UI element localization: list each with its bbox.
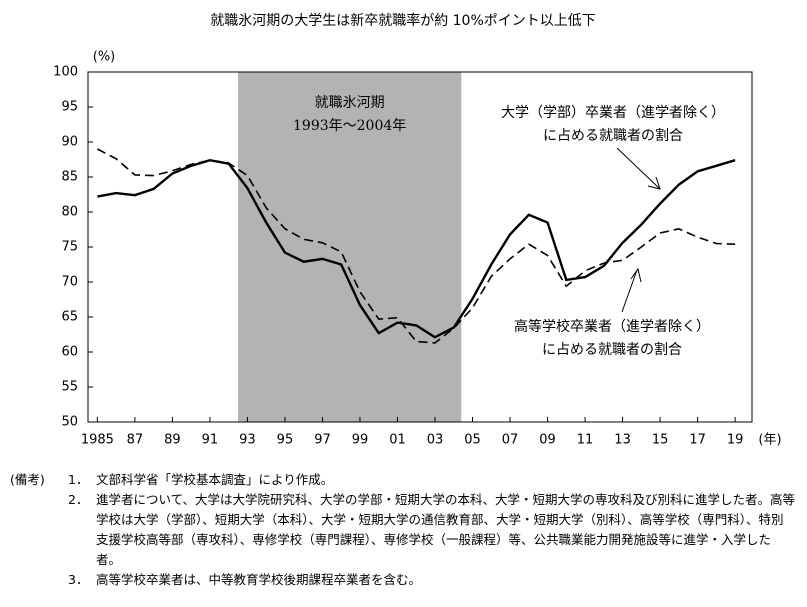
y-tick-label: 60 — [61, 345, 78, 360]
x-tick-label: 05 — [464, 433, 481, 448]
x-tick-label: 17 — [689, 433, 706, 448]
annotation: 大学（学部）卒業者（進学者除く） — [501, 105, 725, 121]
x-tick-label: 03 — [427, 433, 444, 448]
x-tick-label: 1985 — [81, 433, 114, 448]
y-axis-label: (%) — [93, 50, 116, 65]
note-text: 文部科学省「学校基本調査」により作成。 — [96, 472, 334, 487]
y-tick-label: 85 — [61, 170, 78, 185]
y-tick-label: 70 — [61, 275, 78, 290]
x-tick-label: 15 — [652, 433, 669, 448]
y-tick-label: 75 — [61, 240, 78, 255]
x-tick-label: 91 — [202, 433, 219, 448]
y-tick-label: 65 — [61, 310, 78, 325]
x-tick-label: 11 — [577, 433, 594, 448]
y-tick-label: 90 — [61, 135, 78, 150]
y-tick-label: 100 — [53, 65, 78, 80]
note-number: 1． — [68, 472, 89, 487]
annotation: に占める就職者の割合 — [542, 341, 682, 358]
annotation: 高等学校卒業者（進学者除く） — [514, 318, 710, 335]
x-tick-label: 19 — [727, 433, 744, 448]
notes-heading: (備考) — [10, 472, 45, 487]
shade-label: 就職氷河期 — [315, 95, 385, 111]
chart: 就職氷河期の大学生は新卒就職率が約 10%ポイント以上低下 (%) (年) 就職… — [53, 12, 781, 448]
y-tick-label: 80 — [61, 205, 78, 220]
annotation: に占める就職者の割合 — [543, 127, 683, 144]
x-tick-label: 97 — [314, 433, 331, 448]
x-tick-label: 93 — [239, 433, 256, 448]
note-number: 2． — [68, 492, 89, 507]
x-tick-label: 09 — [539, 433, 556, 448]
note-number: 3． — [68, 572, 89, 587]
x-tick-label: 89 — [164, 433, 181, 448]
x-tick-label: 07 — [502, 433, 519, 448]
annotation-arrow — [616, 147, 660, 189]
x-tick-label: 01 — [389, 433, 406, 448]
note-item: 2． 進学者について、大学は大学院研究科、大学の学部・短期大学の本科、大学・短期大… — [0, 490, 807, 570]
x-axis-label: (年) — [758, 433, 781, 448]
annotation-arrow-head — [630, 267, 642, 283]
note-text: 進学者について、大学は大学院研究科、大学の学部・短期大学の本科、大学・短期大学の… — [96, 492, 796, 567]
note-item: 3． 高等学校卒業者は、中等教育学校後期課程卒業者を含む。 — [0, 570, 807, 590]
shade-band — [238, 72, 462, 422]
series-line — [97, 148, 736, 344]
y-tick-label: 95 — [61, 100, 78, 115]
x-tick-label: 99 — [352, 433, 369, 448]
x-tick-label: 87 — [127, 433, 144, 448]
y-tick-label: 55 — [61, 380, 78, 395]
note-item: 1． 文部科学省「学校基本調査」により作成。 — [0, 470, 807, 490]
notes: (備考) 1． 文部科学省「学校基本調査」により作成。 2． 進学者について、大学は大… — [0, 470, 807, 590]
x-tick-label: 13 — [614, 433, 631, 448]
x-tick-label: 95 — [277, 433, 294, 448]
chart-title: 就職氷河期の大学生は新卒就職率が約 10%ポイント以上低下 — [210, 12, 596, 29]
note-text: 高等学校卒業者は、中等教育学校後期課程卒業者を含む。 — [96, 572, 422, 587]
shade-label: 1993年～2004年 — [293, 118, 406, 134]
annotation-arrow-head — [647, 176, 661, 190]
y-tick-label: 50 — [61, 415, 78, 430]
annotation-arrow — [621, 269, 638, 313]
